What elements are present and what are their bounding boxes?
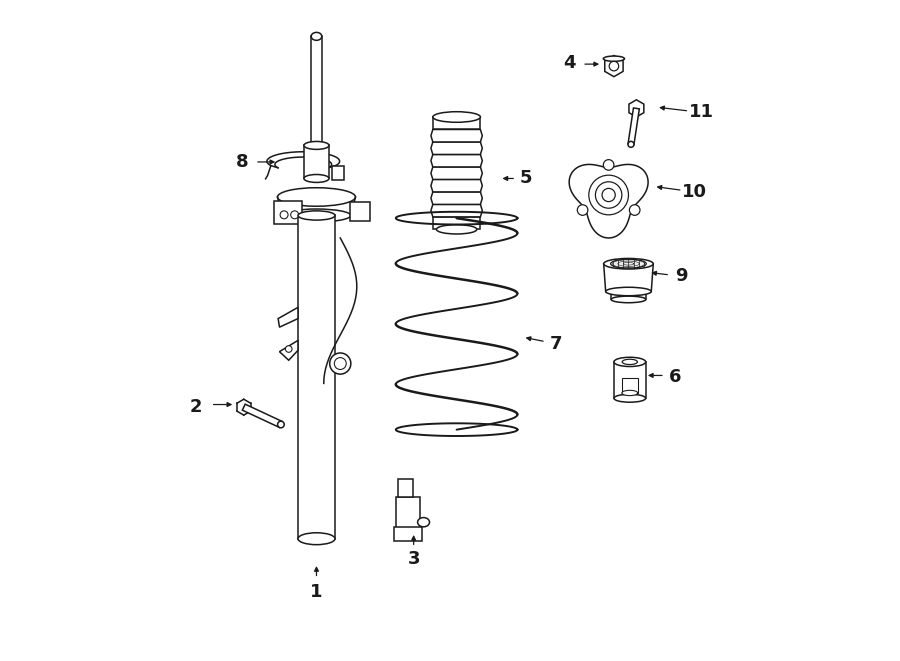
Polygon shape — [431, 155, 482, 167]
Text: 11: 11 — [688, 103, 714, 122]
FancyBboxPatch shape — [396, 497, 419, 529]
Bar — [614, 362, 645, 398]
Bar — [622, 378, 638, 393]
Circle shape — [602, 188, 616, 202]
Bar — [304, 145, 329, 178]
Polygon shape — [280, 340, 298, 360]
Circle shape — [596, 182, 622, 208]
Ellipse shape — [304, 141, 329, 149]
Ellipse shape — [614, 357, 645, 366]
Ellipse shape — [614, 394, 645, 402]
Ellipse shape — [433, 112, 481, 122]
Ellipse shape — [277, 421, 284, 428]
Ellipse shape — [304, 175, 329, 182]
Circle shape — [629, 205, 640, 215]
Ellipse shape — [311, 142, 322, 149]
Text: 1: 1 — [310, 582, 323, 601]
Bar — [298, 215, 335, 539]
Ellipse shape — [611, 296, 646, 303]
Text: 6: 6 — [669, 368, 681, 386]
Polygon shape — [628, 108, 639, 145]
Polygon shape — [433, 117, 481, 130]
Text: 7: 7 — [550, 334, 562, 353]
FancyBboxPatch shape — [350, 202, 370, 221]
Ellipse shape — [329, 353, 351, 374]
Ellipse shape — [298, 211, 335, 220]
Text: 10: 10 — [682, 182, 707, 201]
Ellipse shape — [622, 359, 637, 365]
Polygon shape — [431, 204, 482, 217]
Polygon shape — [629, 100, 643, 117]
Polygon shape — [431, 130, 482, 142]
Text: 2: 2 — [189, 397, 202, 416]
Polygon shape — [431, 142, 482, 155]
Polygon shape — [569, 165, 648, 238]
Polygon shape — [242, 404, 283, 428]
Polygon shape — [433, 217, 481, 229]
FancyBboxPatch shape — [332, 166, 344, 180]
FancyBboxPatch shape — [274, 201, 302, 224]
FancyBboxPatch shape — [399, 479, 413, 497]
Text: 9: 9 — [675, 267, 688, 286]
Ellipse shape — [628, 141, 634, 147]
Bar — [611, 292, 646, 299]
Ellipse shape — [334, 358, 346, 369]
Ellipse shape — [606, 288, 652, 295]
Ellipse shape — [283, 209, 351, 222]
Polygon shape — [431, 167, 482, 179]
Polygon shape — [431, 192, 482, 204]
Ellipse shape — [418, 518, 429, 527]
Polygon shape — [605, 56, 623, 77]
Ellipse shape — [311, 32, 322, 40]
Ellipse shape — [622, 390, 638, 395]
Ellipse shape — [298, 533, 335, 545]
Circle shape — [589, 175, 628, 215]
Text: 4: 4 — [562, 54, 575, 72]
Text: 8: 8 — [236, 153, 248, 171]
Text: 5: 5 — [520, 169, 532, 188]
Circle shape — [609, 61, 618, 71]
Ellipse shape — [277, 188, 356, 206]
Circle shape — [285, 346, 292, 352]
FancyBboxPatch shape — [394, 527, 421, 541]
Ellipse shape — [604, 258, 653, 269]
Polygon shape — [278, 307, 298, 327]
Ellipse shape — [603, 56, 625, 61]
Circle shape — [603, 159, 614, 171]
Ellipse shape — [610, 259, 646, 268]
Circle shape — [280, 211, 288, 219]
Ellipse shape — [436, 225, 477, 234]
Circle shape — [577, 205, 588, 215]
Bar — [311, 36, 322, 145]
Circle shape — [291, 211, 299, 219]
Text: 3: 3 — [408, 549, 420, 568]
Polygon shape — [431, 179, 482, 192]
